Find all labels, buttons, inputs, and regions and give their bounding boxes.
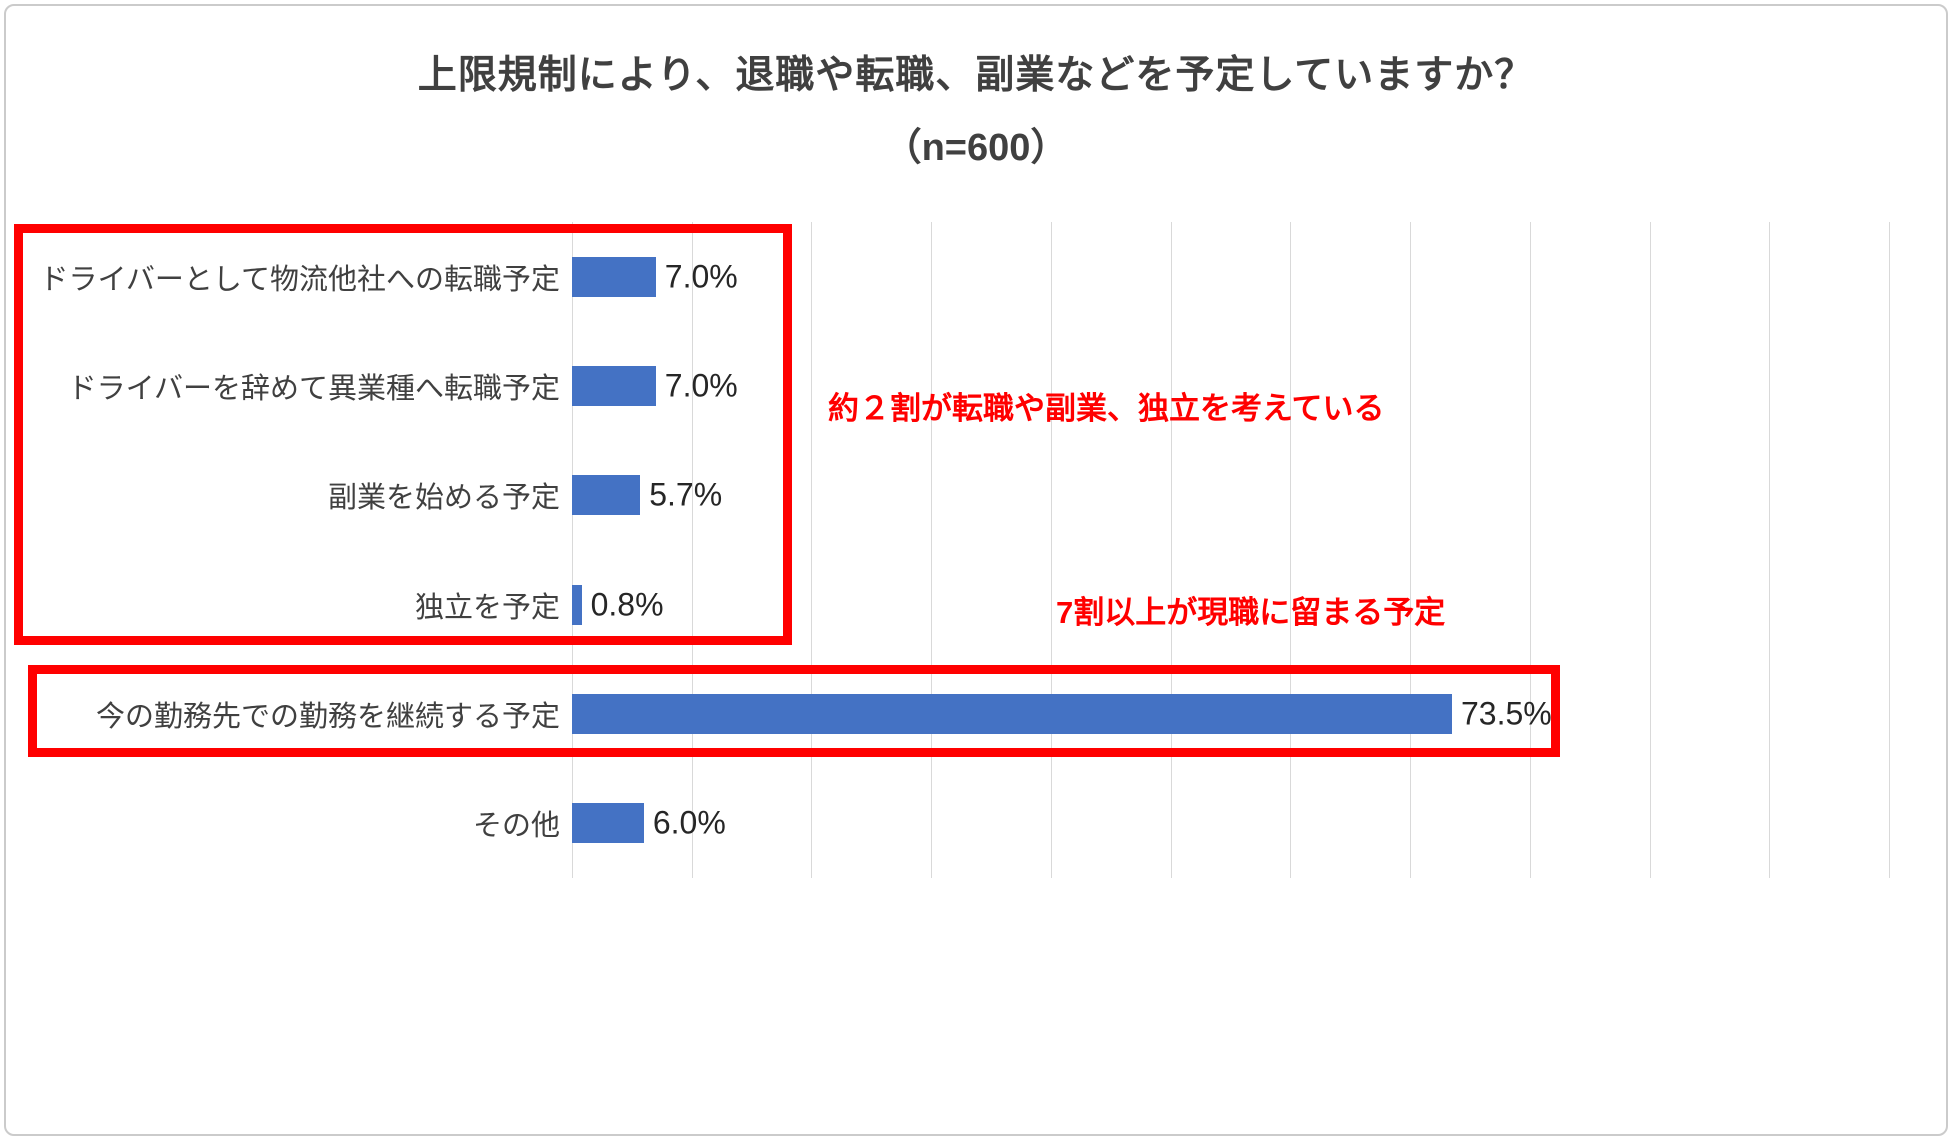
chart-row: 独立を予定 0.8% (12, 550, 1889, 659)
gridline (691, 222, 693, 878)
category-label: ドライバーとして物流他社への転職予定 (39, 263, 560, 296)
gridline (1050, 222, 1052, 878)
chart-row: 副業を始める予定 5.7% (12, 441, 1889, 550)
chart-rows: ドライバーとして物流他社への転職予定 7.0% ドライバーを辞めて異業種へ転職予… (12, 222, 1889, 878)
gridline (1410, 222, 1412, 878)
annotation-staying: 7割以上が現職に留まる予定 (1056, 595, 1446, 630)
value-label: 5.7% (649, 476, 723, 513)
gridline (1529, 222, 1531, 878)
category-label: 独立を予定 (414, 591, 560, 624)
chart-subtitle-sample-size: （n=600） (883, 127, 1069, 169)
bar-chart: ドライバーとして物流他社への転職予定 7.0% ドライバーを辞めて異業種へ転職予… (12, 222, 1890, 878)
gridline (1170, 222, 1172, 878)
bar-area: 7.0% (572, 331, 1889, 440)
gridline (1649, 222, 1651, 878)
gridline (931, 222, 933, 878)
bar (572, 584, 582, 625)
bar (572, 256, 656, 297)
bar (572, 693, 1452, 734)
chart-row: 今の勤務先での勤務を継続する予定 73.5% (12, 659, 1889, 768)
category-label: 副業を始める予定 (327, 482, 560, 515)
bar-area: 7.0% (572, 222, 1889, 331)
gridline (1889, 222, 1890, 878)
bar (572, 475, 641, 516)
category-label: ドライバーを辞めて異業種へ転職予定 (67, 372, 560, 405)
bar-area: 0.8% (572, 550, 1889, 659)
bar-area: 5.7% (572, 441, 1889, 550)
category-label: その他 (472, 810, 560, 843)
bar-area: 73.5% (572, 659, 1889, 768)
gridline (1290, 222, 1292, 878)
gridlines (572, 222, 1890, 878)
chart-row: その他 6.0% (12, 769, 1889, 878)
value-label: 7.0% (664, 367, 738, 404)
gridline (811, 222, 813, 878)
value-label: 6.0% (652, 804, 726, 841)
gridline (1769, 222, 1771, 878)
category-label: 今の勤務先での勤務を継続する予定 (95, 700, 560, 733)
gridline (572, 222, 573, 878)
chart-row: ドライバーとして物流他社への転職予定 7.0% (12, 222, 1889, 331)
value-label: 0.8% (590, 586, 664, 623)
bar (572, 803, 644, 844)
chart-row: ドライバーを辞めて異業種へ転職予定 7.0% (12, 331, 1889, 440)
value-label: 7.0% (664, 258, 738, 295)
annotation-considering-change: 約２割が転職や副業、独立を考えている (828, 391, 1385, 426)
value-label: 73.5% (1460, 695, 1552, 732)
bar-area: 6.0% (572, 769, 1889, 878)
bar (572, 365, 656, 406)
chart-title: 上限規制により、退職や転職、副業などを予定していますか？ (417, 54, 1535, 97)
